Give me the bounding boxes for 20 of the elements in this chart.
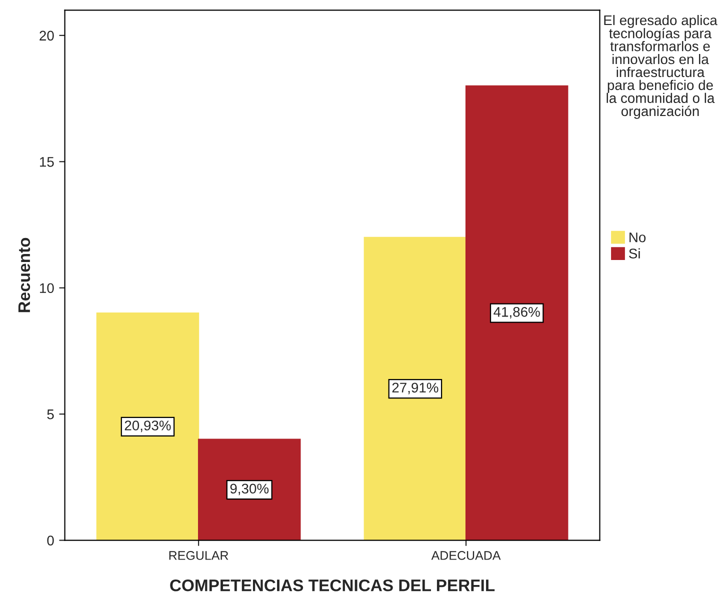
annotation: 9,30%: [230, 484, 269, 496]
y-tick-label: 15: [40, 157, 54, 167]
annotation: 20,93%: [124, 420, 171, 432]
bar: [364, 236, 467, 540]
bar: [198, 438, 301, 540]
x-tick-label: REGULAR: [169, 551, 228, 560]
bar: [465, 85, 568, 540]
annotation: 41,86%: [494, 307, 540, 318]
y-tick-label: 20: [40, 30, 54, 41]
y-axis-title: Recuento: [18, 238, 30, 312]
annotation: 27,91%: [392, 382, 438, 394]
bar: [96, 312, 200, 540]
y-tick-label: 0: [47, 536, 54, 546]
y-tick-label: 5: [47, 410, 54, 420]
x-axis-title: COMPETENCIAS TECNICAS DEL PERFIL: [170, 579, 495, 592]
y-tick-label: 10: [40, 283, 54, 294]
legend-title: El egresado aplica tecnologías para transformarlos e innovarlos en la infraestructura para beneficio de la comunidad o la organización: [604, 14, 718, 119]
legend-label: Si: [629, 248, 640, 258]
x-tick-label: ADECUADA: [431, 551, 501, 560]
legend-label: No: [630, 232, 646, 242]
